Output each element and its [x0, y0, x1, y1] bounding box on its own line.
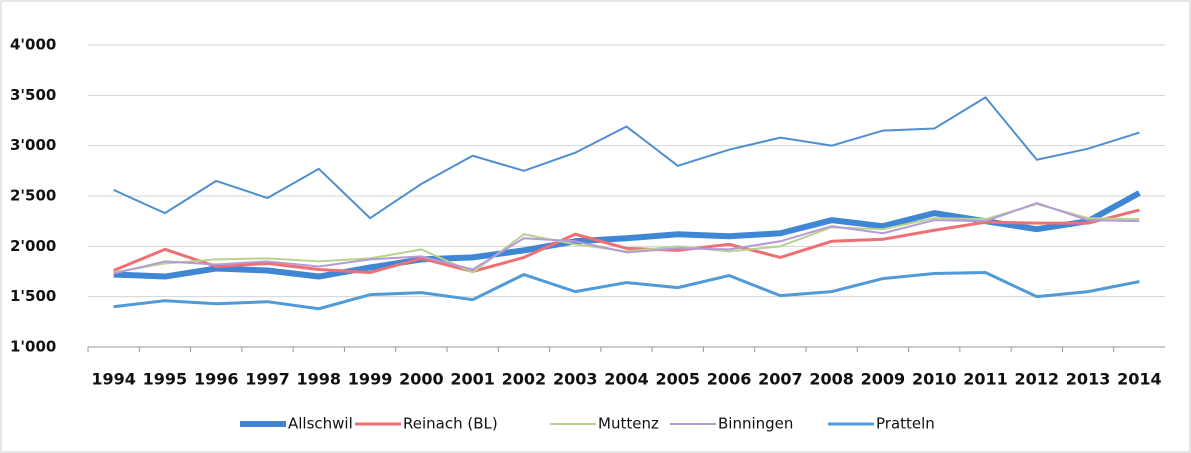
y-tick-label: 3'500	[10, 86, 56, 104]
x-tick-label: 2000	[399, 370, 444, 389]
x-tick-label: 2011	[963, 370, 1008, 389]
series-line	[113, 208, 1140, 275]
series-line	[113, 271, 1140, 311]
y-tick-label: 4'000	[10, 36, 56, 54]
y-tick-label: 2'500	[10, 187, 56, 205]
legend-label: Muttenz	[598, 415, 659, 433]
x-tick-label: 2009	[861, 370, 906, 389]
x-tick-label: 2005	[656, 370, 701, 389]
legend-label: Pratteln	[876, 415, 935, 433]
x-tick-label: 2003	[553, 370, 598, 389]
x-tick-label: 2008	[809, 370, 854, 389]
legend-label: Reinach (BL)	[403, 415, 498, 433]
y-tick-label: 1'500	[10, 287, 56, 305]
y-tick-label: 3'000	[10, 136, 56, 154]
x-tick-label: 2004	[604, 370, 649, 389]
x-tick-label: 1994	[91, 370, 136, 389]
x-tick-label: 2012	[1015, 370, 1060, 389]
x-tick-label: 1996	[194, 370, 239, 389]
x-tick-label: 2001	[450, 370, 495, 389]
x-tick-label: 2010	[912, 370, 957, 389]
x-tick-label: 1999	[348, 370, 393, 389]
legend-label: Binningen	[718, 415, 793, 433]
y-tick-label: 1'000	[10, 338, 56, 356]
series-line	[113, 202, 1140, 275]
x-tick-label: 1995	[143, 370, 188, 389]
x-tick-label: 2006	[707, 370, 752, 389]
legend-label: Allschwil	[288, 415, 353, 433]
x-tick-label: 2013	[1066, 370, 1111, 389]
x-tick-label: 2002	[502, 370, 547, 389]
x-tick-label: 1997	[245, 370, 290, 389]
y-tick-label: 2'000	[10, 237, 56, 255]
series-line	[113, 96, 1140, 220]
x-tick-label: 1998	[297, 370, 342, 389]
x-tick-label: 2014	[1117, 370, 1162, 389]
x-tick-label: 2007	[758, 370, 803, 389]
